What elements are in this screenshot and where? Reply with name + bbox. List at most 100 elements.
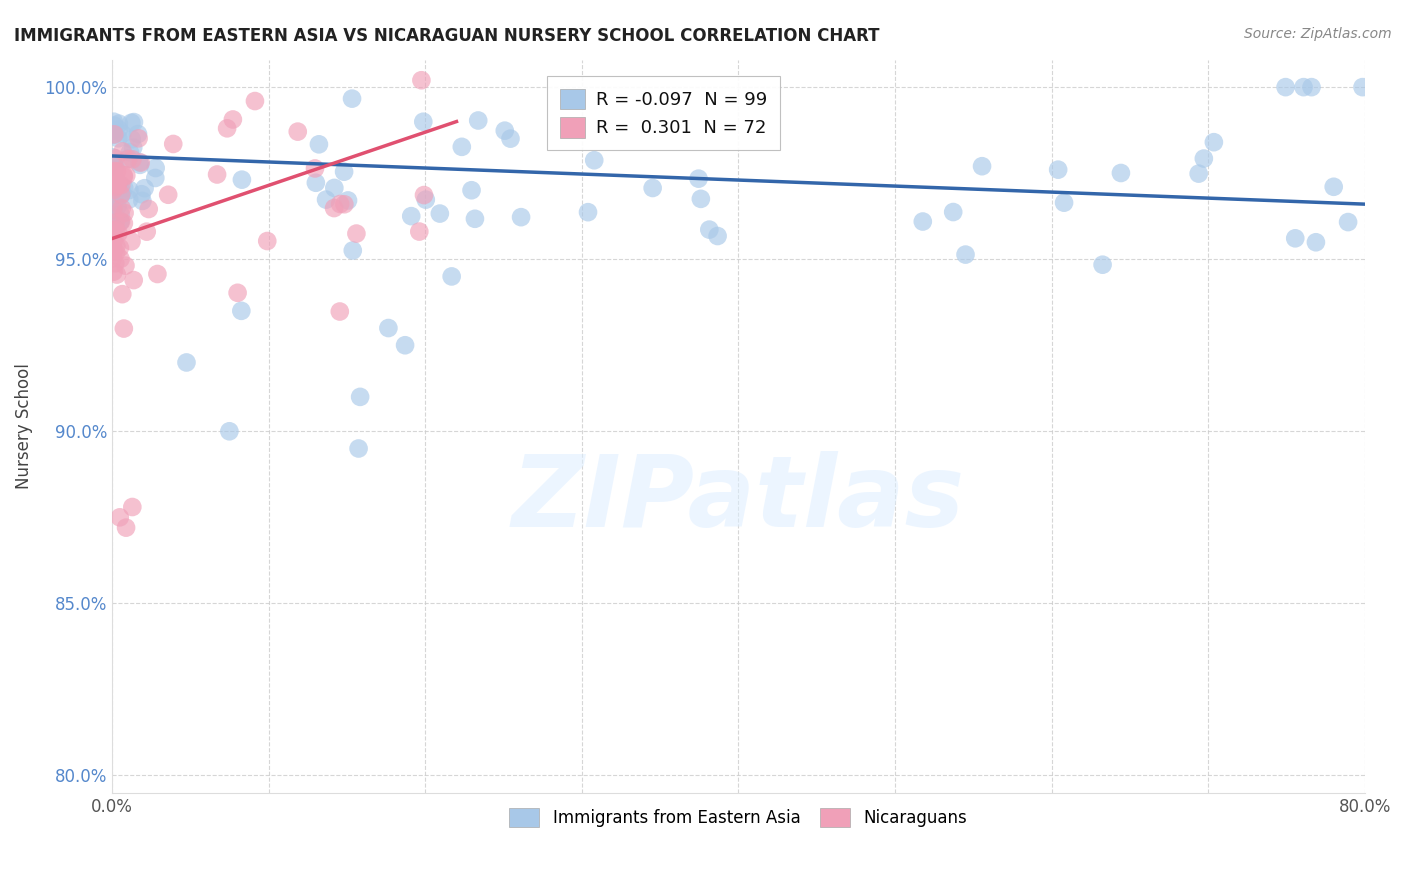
Point: [103, 183, 125, 197]
Point: [429, 206, 451, 220]
Point: [394, 338, 416, 352]
Point: [1047, 162, 1070, 177]
Point: [118, 145, 141, 160]
Point: [131, 194, 153, 208]
Point: [101, 122, 124, 136]
Point: [706, 229, 728, 244]
Point: [157, 187, 180, 202]
Point: [304, 161, 326, 176]
Point: [256, 234, 278, 248]
Point: [112, 321, 135, 335]
Point: [112, 181, 135, 195]
Point: [103, 164, 125, 178]
Point: [114, 206, 136, 220]
Point: [121, 153, 143, 167]
Point: [115, 169, 138, 183]
Point: [101, 230, 124, 244]
Point: [955, 247, 977, 261]
Point: [122, 140, 145, 154]
Point: [315, 193, 337, 207]
Point: [377, 321, 399, 335]
Point: [510, 210, 533, 224]
Point: [1274, 80, 1296, 95]
Point: [101, 150, 124, 164]
Point: [333, 165, 356, 179]
Point: [101, 202, 124, 216]
Point: [103, 128, 125, 142]
Point: [112, 216, 135, 230]
Text: Source: ZipAtlas.com: Source: ZipAtlas.com: [1244, 27, 1392, 41]
Point: [145, 161, 167, 175]
Point: [329, 197, 352, 211]
Point: [105, 199, 128, 213]
Point: [128, 131, 150, 145]
Point: [107, 178, 129, 193]
Point: [110, 188, 132, 202]
Point: [1109, 166, 1132, 180]
Point: [1192, 152, 1215, 166]
Point: [110, 252, 132, 266]
Point: [129, 155, 152, 169]
Point: [101, 182, 124, 196]
Point: [111, 287, 134, 301]
Point: [107, 131, 129, 145]
Point: [231, 303, 253, 318]
Point: [107, 227, 129, 241]
Point: [347, 442, 370, 456]
Point: [1284, 231, 1306, 245]
Point: [135, 225, 157, 239]
Point: [104, 215, 127, 229]
Point: [110, 207, 132, 221]
Point: [114, 259, 136, 273]
Point: [104, 170, 127, 185]
Point: [305, 176, 328, 190]
Point: [110, 178, 132, 192]
Point: [911, 214, 934, 228]
Point: [103, 224, 125, 238]
Point: [108, 117, 131, 131]
Point: [128, 155, 150, 169]
Point: [138, 202, 160, 216]
Point: [1351, 80, 1374, 95]
Point: [104, 223, 127, 237]
Text: IMMIGRANTS FROM EASTERN ASIA VS NICARAGUAN NURSERY SCHOOL CORRELATION CHART: IMMIGRANTS FROM EASTERN ASIA VS NICARAGU…: [14, 27, 880, 45]
Point: [101, 184, 124, 198]
Point: [1188, 167, 1211, 181]
Point: [218, 425, 240, 439]
Point: [467, 113, 489, 128]
Point: [143, 171, 166, 186]
Point: [118, 183, 141, 197]
Point: [970, 159, 993, 173]
Point: [329, 304, 352, 318]
Point: [340, 92, 363, 106]
Point: [494, 123, 516, 137]
Point: [697, 222, 720, 236]
Point: [104, 152, 127, 166]
Point: [222, 112, 245, 127]
Point: [103, 128, 125, 142]
Point: [205, 168, 228, 182]
Point: [399, 209, 422, 223]
Point: [127, 127, 149, 141]
Point: [104, 256, 127, 270]
Point: [117, 153, 139, 167]
Point: [408, 225, 430, 239]
Point: [415, 193, 437, 207]
Point: [105, 268, 128, 282]
Point: [162, 136, 184, 151]
Point: [105, 245, 128, 260]
Point: [1091, 258, 1114, 272]
Point: [1337, 215, 1360, 229]
Point: [108, 178, 131, 192]
Point: [108, 510, 131, 524]
Point: [103, 235, 125, 249]
Point: [217, 121, 239, 136]
Point: [105, 164, 128, 178]
Point: [323, 201, 346, 215]
Point: [688, 171, 710, 186]
Point: [323, 181, 346, 195]
Point: [101, 238, 124, 252]
Point: [499, 131, 522, 145]
Point: [176, 355, 198, 369]
Point: [111, 145, 134, 159]
